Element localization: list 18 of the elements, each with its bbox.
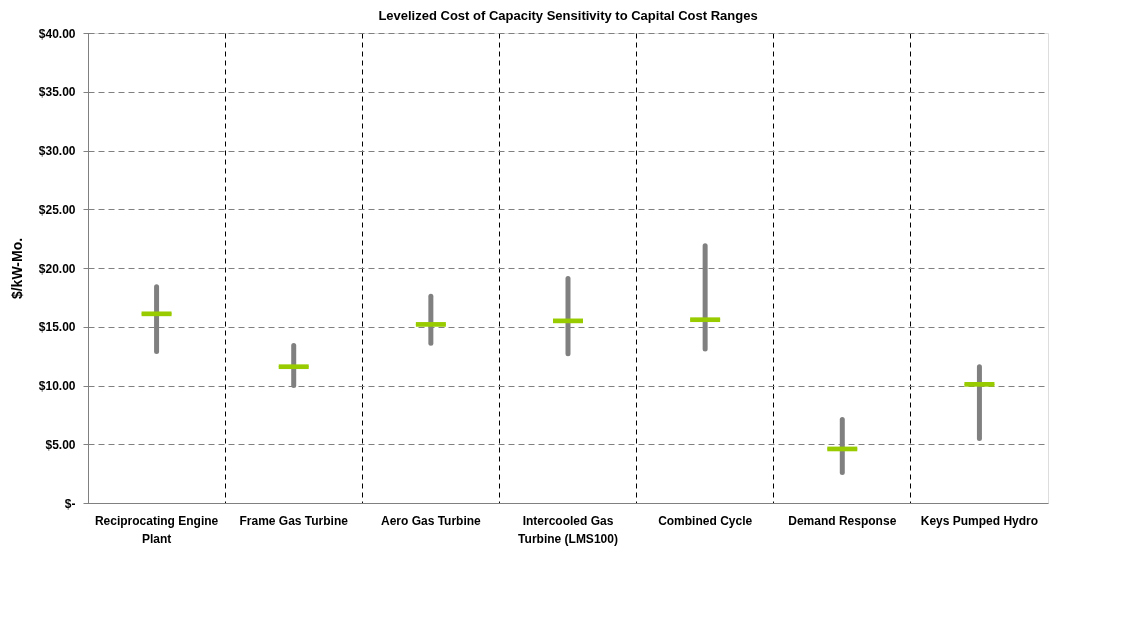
y-tick-label: $5.00 [45,437,76,452]
y-tick-label: $15.00 [38,320,76,335]
y-tick-label: $30.00 [38,144,76,158]
x-tick-label: Keys Pumped Hydro [920,513,1039,528]
x-tick-label: Reciprocating Engine Plant [94,513,219,546]
y-tick-label: $40.00 [38,26,76,41]
chart-title: Levelized Cost of Capacity Sensitivity to Capital Cost Ranges [378,8,758,23]
y-tick-label: $10.00 [38,379,76,393]
y-tick-label: $20.00 [38,261,76,276]
x-tick-label: Frame Gas Turbine [239,513,349,528]
x-tick-label: Combined Cycle [658,513,753,528]
y-tick-label: $- [64,496,76,511]
y-tick-label: $35.00 [38,85,76,100]
y-axis-title: $/kW-Mo. [8,237,25,300]
x-tick-label: Aero Gas Turbine [380,513,482,528]
x-tick-label: Intercooled Gas Turbine (LMS100) [518,513,618,546]
y-tick-label: $25.00 [38,202,76,217]
x-tick-label: Demand Response [788,513,897,528]
